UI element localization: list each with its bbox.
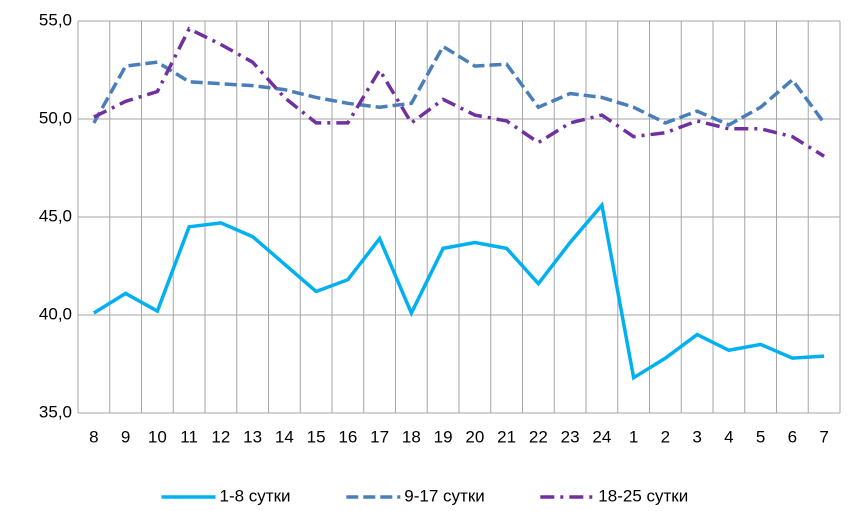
x-tick-label: 10 [148,427,167,446]
x-tick-label: 4 [724,427,733,446]
x-tick-label: 6 [788,427,797,446]
x-tick-label: 13 [243,427,262,446]
x-tick-label: 9 [121,427,130,446]
x-tick-label: 3 [692,427,701,446]
x-tick-label: 24 [592,427,611,446]
y-tick-label: 35,0 [39,402,72,421]
x-tick-label: 1 [629,427,638,446]
x-tick-label: 20 [465,427,484,446]
x-tick-label: 21 [497,427,516,446]
legend-label: 18-25 сутки [598,486,688,505]
x-tick-label: 8 [89,427,98,446]
x-tick-label: 12 [211,427,230,446]
x-tick-label: 15 [307,427,326,446]
x-tick-label: 11 [180,427,198,446]
x-tick-label: 16 [338,427,357,446]
legend-label: 1-8 сутки [220,486,291,505]
x-tick-label: 14 [275,427,294,446]
x-tick-label: 5 [756,427,765,446]
y-tick-label: 45,0 [39,206,72,225]
y-tick-label: 40,0 [39,304,72,323]
legend-label: 9-17 сутки [404,486,484,505]
x-tick-label: 17 [370,427,389,446]
x-tick-label: 18 [402,427,421,446]
x-tick-label: 23 [561,427,580,446]
series-line [92,44,826,127]
x-tick-label: 2 [661,427,670,446]
series-line [92,201,825,381]
x-tick-label: 22 [529,427,548,446]
y-tick-label: 55,0 [39,10,72,29]
x-tick-label: 19 [434,427,453,446]
y-tick-label: 50,0 [39,108,72,127]
x-tick-label: 7 [819,427,828,446]
